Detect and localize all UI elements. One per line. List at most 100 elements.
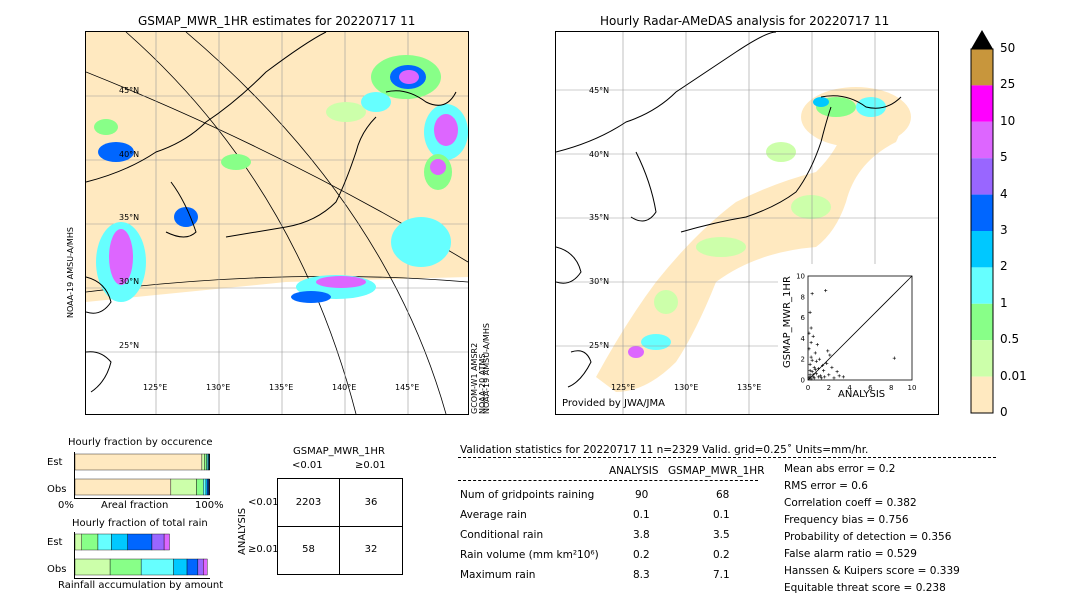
contingency-row-header: ≥0.01	[248, 544, 279, 555]
left-map-rain-areas	[94, 55, 468, 303]
stats-row-label: Rain volume (mm km²10⁶)	[460, 549, 599, 561]
scatter-point	[830, 365, 834, 370]
colorbar-label: 1	[1000, 295, 1008, 310]
scatter-point	[825, 361, 829, 365]
right-map-title: Hourly Radar-AMeDAS analysis for 2022071…	[600, 14, 890, 28]
scatter-diagonal	[807, 275, 913, 381]
colorbar-label: 4	[1000, 186, 1008, 201]
scatter-point	[813, 368, 817, 372]
stats-row-label: Average rain	[460, 509, 527, 521]
contingency-cell: 36	[364, 497, 378, 508]
totalrain-bar-segment	[81, 533, 99, 551]
totalrain-bar-segment	[173, 558, 188, 576]
totalrain-bar-segment	[97, 533, 112, 551]
scatter-point	[816, 366, 820, 371]
colorbar-segment	[971, 340, 993, 377]
scatter-point	[809, 355, 813, 359]
scatter-point	[808, 310, 812, 314]
scatter-point	[815, 343, 819, 347]
scatter-point	[841, 375, 845, 379]
colorbar-segment	[971, 376, 993, 413]
contingency-col-header: ≥0.01	[355, 460, 386, 471]
scatter-point	[812, 365, 816, 370]
scatter-point	[812, 376, 816, 380]
totalrain-bar-segment	[109, 558, 142, 576]
occurrence-cat-est: Est	[47, 457, 63, 468]
occurrence-bar-segment	[208, 478, 211, 496]
scatter-ytick: 2	[801, 356, 805, 364]
right-map-panel: 45°N 40°N 35°N 30°N 25°N 125°E 130°E 135…	[555, 31, 939, 415]
occurrence-bar-segment	[207, 478, 209, 496]
contingency-cell: 2203	[295, 497, 322, 508]
score-line: Probability of detection = 0.356	[784, 531, 952, 543]
left-map-lon-label: 130°E	[206, 383, 231, 392]
scatter-inset: 0 0 2 2 4 4 6 6 8 8 10 10	[778, 264, 938, 414]
occurrence-x100: 100%	[195, 500, 224, 511]
scatter-point	[814, 359, 818, 363]
scatter-point	[810, 358, 814, 362]
occurrence-title: Hourly fraction by occurence	[68, 437, 213, 448]
colorbar-segment	[971, 158, 993, 195]
right-map-canvas	[556, 32, 938, 414]
scatter-plot: 00 2 2 4 4 6 6 8 8 10 10	[796, 273, 917, 393]
scatter-point	[807, 347, 811, 351]
scatter-ytick: 10	[796, 273, 805, 281]
scatter-point	[832, 376, 836, 380]
score-line: Frequency bias = 0.756	[784, 514, 909, 526]
scatter-xtick: 8	[889, 384, 893, 392]
scatter-point	[813, 351, 817, 355]
scatter-point	[809, 340, 813, 345]
scatter-point	[814, 372, 818, 376]
scatter-point	[835, 370, 839, 374]
scatter-point	[811, 373, 815, 377]
scatter-point	[822, 369, 826, 373]
scatter-point	[808, 375, 812, 379]
colorbar-label: 2	[1000, 259, 1008, 274]
left-map-lon-label: 145°E	[395, 383, 420, 392]
occurrence-x0: 0%	[58, 500, 74, 511]
occurrence-bar-segment	[74, 478, 172, 496]
right-map-coverage	[801, 87, 911, 147]
totalrain-bar-segment	[140, 558, 174, 576]
scatter-point	[807, 331, 811, 335]
stats-row-analysis: 8.3	[633, 569, 650, 581]
right-map-lon-label: 125°E	[611, 383, 636, 392]
colorbar-label: 0	[1000, 405, 1008, 419]
right-map-lat-label: 25°N	[589, 341, 610, 350]
left-map-lat-label: 25°N	[119, 341, 140, 350]
totalrain-xlabel: Rainfall accumulation by amount	[58, 580, 224, 591]
scatter-ytick: 0	[801, 377, 805, 385]
totalrain-axes	[74, 532, 210, 579]
totalrain-bar-segment	[203, 558, 208, 576]
occurrence-bar-segment	[170, 478, 197, 496]
totalrain-bar-segment	[186, 558, 199, 576]
occurrence-bar-segment	[74, 453, 203, 471]
score-line: Equitable threat score = 0.238	[784, 582, 946, 594]
totalrain-cat-est: Est	[47, 537, 63, 548]
colorbar-label: 5	[1000, 150, 1008, 165]
stats-table-rule	[458, 480, 758, 481]
colorbar-bar	[970, 30, 994, 414]
left-map-lon-label: 140°E	[332, 383, 357, 392]
left-map-lon-label: 125°E	[143, 383, 168, 392]
scatter-point	[810, 292, 814, 296]
scatter-point	[827, 373, 831, 377]
scatter-point	[816, 375, 820, 379]
colorbar: 50 25 10 5 4 3 2 1 0.5 0.01 0	[960, 28, 1040, 419]
stats-row-analysis: 90	[635, 489, 649, 501]
score-line: Mean abs error = 0.2	[784, 463, 896, 475]
stats-col-analysis: ANALYSIS	[609, 465, 659, 477]
scatter-xtick: 2	[827, 384, 831, 392]
stats-col-gsmap: GSMAP_MWR_1HR	[668, 465, 765, 477]
contingency-axis-label: ANALYSIS	[237, 507, 248, 555]
stats-header: Validation statistics for 20220717 11 n=…	[460, 444, 869, 456]
occurrence-bar-segment	[205, 478, 208, 496]
scatter-xtick: 10	[908, 384, 917, 392]
occurrence-bar-segment	[196, 478, 204, 496]
scatter-point	[823, 375, 827, 379]
stats-row-gsmap: 68	[716, 489, 730, 501]
scatter-xtick: 4	[847, 384, 852, 392]
totalrain-bar-segment	[74, 558, 111, 576]
colorbar-label: 0.5	[1000, 332, 1020, 347]
colorbar-frame	[970, 48, 994, 414]
